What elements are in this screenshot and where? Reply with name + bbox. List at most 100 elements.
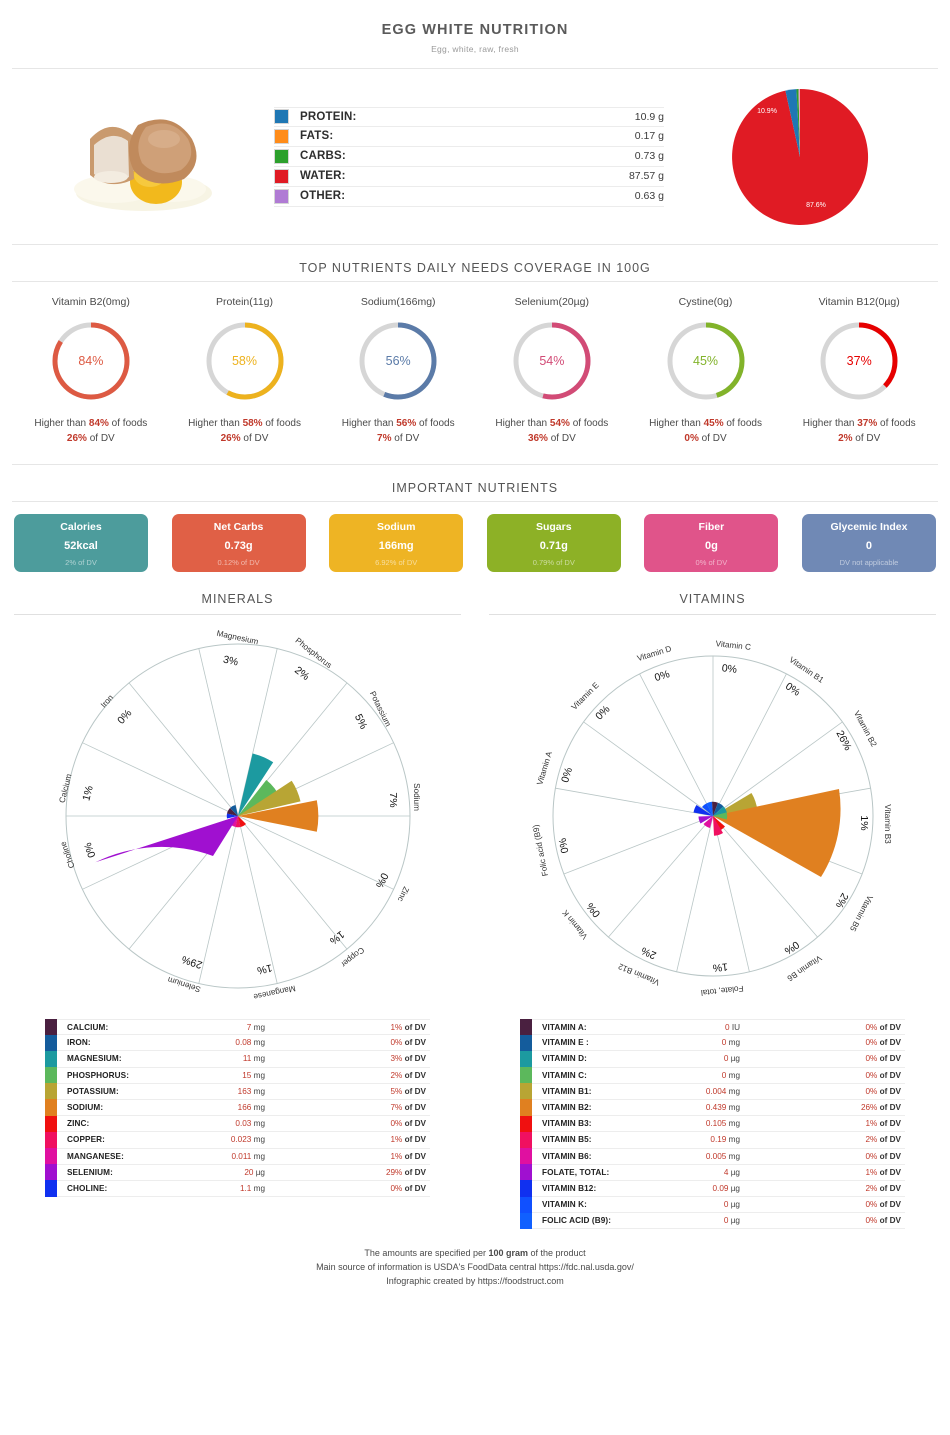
amount-unit: mg xyxy=(728,1086,740,1096)
macro-label: OTHER: xyxy=(300,190,346,202)
axis-label-calcium: Calcium xyxy=(57,773,73,804)
pie-label-water: 87.6% xyxy=(806,202,826,209)
nutrient-amount: 0 µg xyxy=(648,1200,740,1209)
amount-unit: mg xyxy=(253,1086,265,1096)
nutrient-name: POTASSIUM: xyxy=(67,1086,119,1096)
amount-number: 11 xyxy=(242,1054,252,1064)
nutrient-name: SELENIUM: xyxy=(67,1167,113,1177)
axis-value-vitamin-b12: 2% xyxy=(639,944,658,961)
coverage-item-sodium: Sodium(166mg) 56% Higher than 56% of foo… xyxy=(321,296,475,446)
coverage-foot-percent: 84% xyxy=(88,418,109,429)
coverage-item-cystine: Cystine(0g) 45% Higher than 45% of foods… xyxy=(629,296,783,446)
amount-number: 0 xyxy=(723,1200,729,1210)
nutrient-dv: 26% of DV xyxy=(861,1103,905,1112)
minerals-underline xyxy=(14,614,461,615)
dv-value: 0% xyxy=(390,1183,403,1193)
axis-value-vitamin-b3: 1% xyxy=(858,815,870,830)
macro-row-fats: FATS: 0.17 g xyxy=(274,127,664,147)
amount-unit: mg xyxy=(253,1103,265,1113)
color-swatch xyxy=(520,1050,532,1068)
dv-suffix: of DV xyxy=(879,1086,901,1096)
dv-suffix: of DV xyxy=(404,1054,426,1064)
nutrient-dv: 0% of DV xyxy=(390,1184,430,1193)
dv-suffix: of DV xyxy=(879,1151,901,1161)
axis-label-copper: Copper xyxy=(338,945,365,969)
axis-label-vitamin-b2: Vitamin B2 xyxy=(851,709,878,748)
coverage-title: TOP NUTRIENTS DAILY NEEDS COVERAGE IN 10… xyxy=(299,261,651,275)
coverage-foot-suffix: of foods xyxy=(877,418,916,429)
donut-chart: 56% xyxy=(355,318,441,404)
donut-chart: 58% xyxy=(202,318,288,404)
dv-suffix: of DV xyxy=(404,1151,426,1161)
coverage-foot-suffix: of foods xyxy=(569,418,609,429)
nutrient-name: CALCIUM: xyxy=(67,1022,109,1032)
wedge-choline xyxy=(226,813,238,819)
page-title: EGG WHITE NUTRITION xyxy=(381,22,569,38)
axis-label-vitamin-a: Vitamin A xyxy=(535,750,554,786)
amount-unit: mg xyxy=(728,1151,740,1161)
important-divider xyxy=(12,501,938,502)
footer-line-2: Main source of information is USDA's Foo… xyxy=(316,1262,634,1273)
nutrient-amount: 11 mg xyxy=(173,1054,265,1063)
nutrient-dv: 1% of DV xyxy=(390,1023,430,1032)
nutrient-dv: 7% of DV xyxy=(390,1103,430,1112)
amount-number: 0 xyxy=(723,1054,729,1064)
amount-unit: µg xyxy=(730,1167,740,1177)
axis-value-sodium: 7% xyxy=(387,792,399,807)
coverage-footnote: Higher than 58% of foods 26% of DV xyxy=(168,417,322,446)
card-value: 0 xyxy=(865,540,873,552)
coverage-foot-suffix: of foods xyxy=(262,418,301,429)
color-swatch xyxy=(45,1164,57,1181)
wedge-zinc xyxy=(237,816,246,827)
axis-value-folate-total: 1% xyxy=(712,960,728,974)
coverage-percent: 84% xyxy=(78,354,104,368)
color-swatch-carbs xyxy=(274,148,289,164)
nutrient-name: FOLIC ACID (B9): xyxy=(542,1216,612,1226)
dv-suffix: of DV xyxy=(879,1119,901,1129)
nutrient-card-calories: Calories 52kcal 2% of DV xyxy=(14,514,148,572)
macro-label: CARBS: xyxy=(300,150,346,162)
nutrient-amount: 0.03 mg xyxy=(173,1119,265,1128)
nutrient-amount: 0 IU xyxy=(648,1023,740,1032)
nutrient-amount: 0 µg xyxy=(648,1216,740,1225)
nutrient-name: VITAMIN B2: xyxy=(542,1103,592,1113)
coverage-foot-prefix: Higher than xyxy=(34,418,89,429)
dv-suffix: of DV xyxy=(879,1054,901,1064)
dv-value: 2% xyxy=(390,1070,403,1080)
radar-section: MINERALS xyxy=(0,592,950,1230)
macronutrient-pie-chart: 10.9% 87.6% xyxy=(664,83,936,231)
footer-line1-bold: 100 gram xyxy=(488,1248,529,1259)
amount-unit: µg xyxy=(255,1167,265,1177)
footer-line-3: Infographic created by https://foodstruc… xyxy=(386,1276,564,1287)
coverage-name: Vitamin B12(0µg) xyxy=(818,296,900,308)
axis-label-vitamin-b1: Vitamin B1 xyxy=(787,655,825,685)
pie-slice-carbs xyxy=(796,88,800,157)
dv-suffix: of DV xyxy=(879,1167,901,1177)
dv-value: 5% xyxy=(390,1086,403,1096)
coverage-foot-prefix: Higher than xyxy=(649,418,704,429)
nutrient-amount: 0 mg xyxy=(648,1038,740,1047)
card-value: 0g xyxy=(704,540,718,552)
amount-number: 0.19 xyxy=(710,1135,727,1145)
macro-value: 0.73 g xyxy=(634,150,664,162)
amount-number: 7 xyxy=(246,1022,252,1032)
vitamins-title: VITAMINS xyxy=(679,592,746,606)
coverage-footnote: Higher than 84% of foods 26% of DV xyxy=(14,417,168,446)
coverage-percent: 45% xyxy=(693,354,719,368)
dv-suffix: of DV xyxy=(879,1103,901,1113)
wedge-folate-total xyxy=(698,816,713,824)
card-name: Sodium xyxy=(376,521,416,533)
nutrient-amount: 163 mg xyxy=(173,1087,265,1096)
card-value: 0.71g xyxy=(539,540,568,552)
amount-unit: µg xyxy=(730,1054,740,1064)
coverage-name: Cystine(0g) xyxy=(678,296,733,308)
dv-suffix: of DV xyxy=(404,1103,426,1113)
table-row: IRON: 0.08 mg 0% of DV xyxy=(45,1034,430,1052)
dv-value: 0% xyxy=(865,1151,878,1161)
axis-label-folic-acid: Folic acid (B9) xyxy=(531,824,550,877)
coverage-foot-percent: 45% xyxy=(703,418,724,429)
amount-number: 166 xyxy=(237,1103,252,1113)
coverage-dv-suffix: of DV xyxy=(86,432,115,444)
coverage-item-selenium: Selenium(20µg) 54% Higher than 54% of fo… xyxy=(475,296,629,446)
nutrient-dv: 1% of DV xyxy=(390,1152,430,1161)
